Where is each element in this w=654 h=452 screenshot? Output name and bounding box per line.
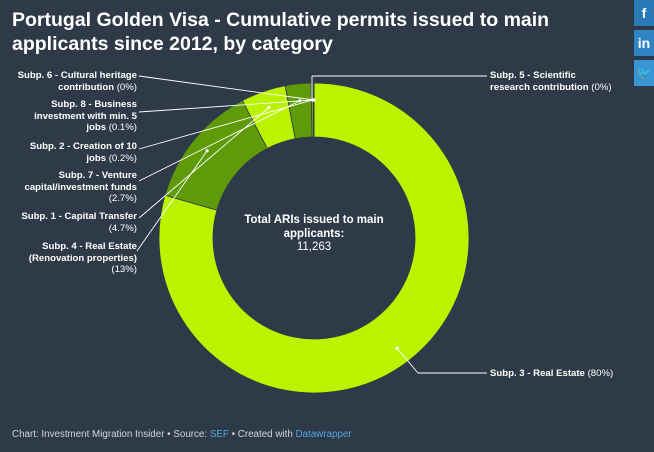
label-subp-7: Subp. 7 - Venture capital/investment fun… [25,170,137,205]
label-subp-1: Subp. 1 - Capital Transfer (4.7%) [21,211,137,234]
label-subp-2-name: Subp. 2 - Creation of 10 [29,141,137,152]
leader-line [396,347,419,374]
label-subp-3: Subp. 3 - Real Estate (80%) [490,368,613,380]
label-subp-7-name-2: capital/investment funds [24,181,137,193]
footer-prefix: Chart: Investment Migration Insider • So… [12,429,210,440]
label-subp-6-name-2: contribution [58,81,115,93]
center-label: Total ARIs issued to main applicants: 11… [228,214,400,255]
label-subp-2-pct: (0.2%) [108,152,137,164]
label-subp-4-pct: (13%) [111,264,137,275]
leader-line [138,75,315,101]
label-subp-1-pct: (4.7%) [108,222,137,234]
twitter-icon: 🐦 [636,66,652,80]
chart-footer: Chart: Investment Migration Insider • So… [12,429,352,440]
leader-dot [205,149,209,153]
leader-dot [312,98,316,102]
label-subp-5-name-2: research contribution [490,81,589,93]
leader-dot [395,346,399,350]
label-subp-3-pct: (80%) [587,368,614,379]
leader-line [138,99,313,150]
donut-slice [158,82,470,394]
leader-line [138,100,301,182]
label-subp-8-name: Subp. 8 - Business [51,99,137,110]
datawrapper-link[interactable]: Datawrapper [295,429,352,440]
label-subp-2-name-2: jobs [86,152,107,164]
label-subp-8: Subp. 8 - Business investment with min. … [34,99,137,134]
label-subp-8-pct: (0.1%) [108,122,137,133]
label-subp-1-name: Subp. 1 - Capital Transfer [21,211,137,222]
label-subp-6-pct: (0%) [116,81,137,93]
label-subp-7-name: Subp. 7 - Venture [58,170,137,181]
label-subp-7-pct: (2.7%) [108,193,137,204]
facebook-share-button[interactable]: f [634,0,654,26]
label-subp-6-name: Subp. 6 - Cultural heritage [17,70,137,81]
label-subp-5-pct: (0%) [591,81,612,93]
donut-slice [312,82,315,138]
label-subp-2: Subp. 2 - Creation of 10 jobs (0.2%) [30,141,137,164]
label-subp-4-name-2: (Renovation properties) [28,252,137,264]
leader-dot [267,106,271,110]
footer-middle: • Created with [228,429,296,440]
label-subp-6: Subp. 6 - Cultural heritage contribution… [18,70,137,93]
label-subp-5: Subp. 5 - Scientific research contributi… [490,70,612,93]
twitter-share-button[interactable]: 🐦 [634,60,654,86]
center-value: 11,263 [296,241,332,253]
label-subp-8-name-3: jobs [86,122,107,133]
leader-line [138,99,314,113]
chart-title: Portugal Golden Visa - Cumulative permit… [12,9,550,55]
label-subp-4-name: Subp. 4 - Real Estate [42,241,137,252]
label-subp-4: Subp. 4 - Real Estate (Renovation proper… [29,241,137,276]
leader-line [136,150,208,252]
leader-line [138,107,270,219]
linkedin-icon: in [637,35,651,51]
label-subp-5-name: Subp. 5 - Scientific [490,70,576,81]
label-subp-3-name: Subp. 3 - Real Estate [490,368,585,379]
facebook-icon: f [641,5,647,21]
label-subp-8-name-2: investment with min. 5 [34,110,137,122]
linkedin-share-button[interactable]: in [634,30,654,56]
source-link[interactable]: SEF [209,429,229,440]
center-title: Total ARIs issued to main applicants: [244,214,384,240]
